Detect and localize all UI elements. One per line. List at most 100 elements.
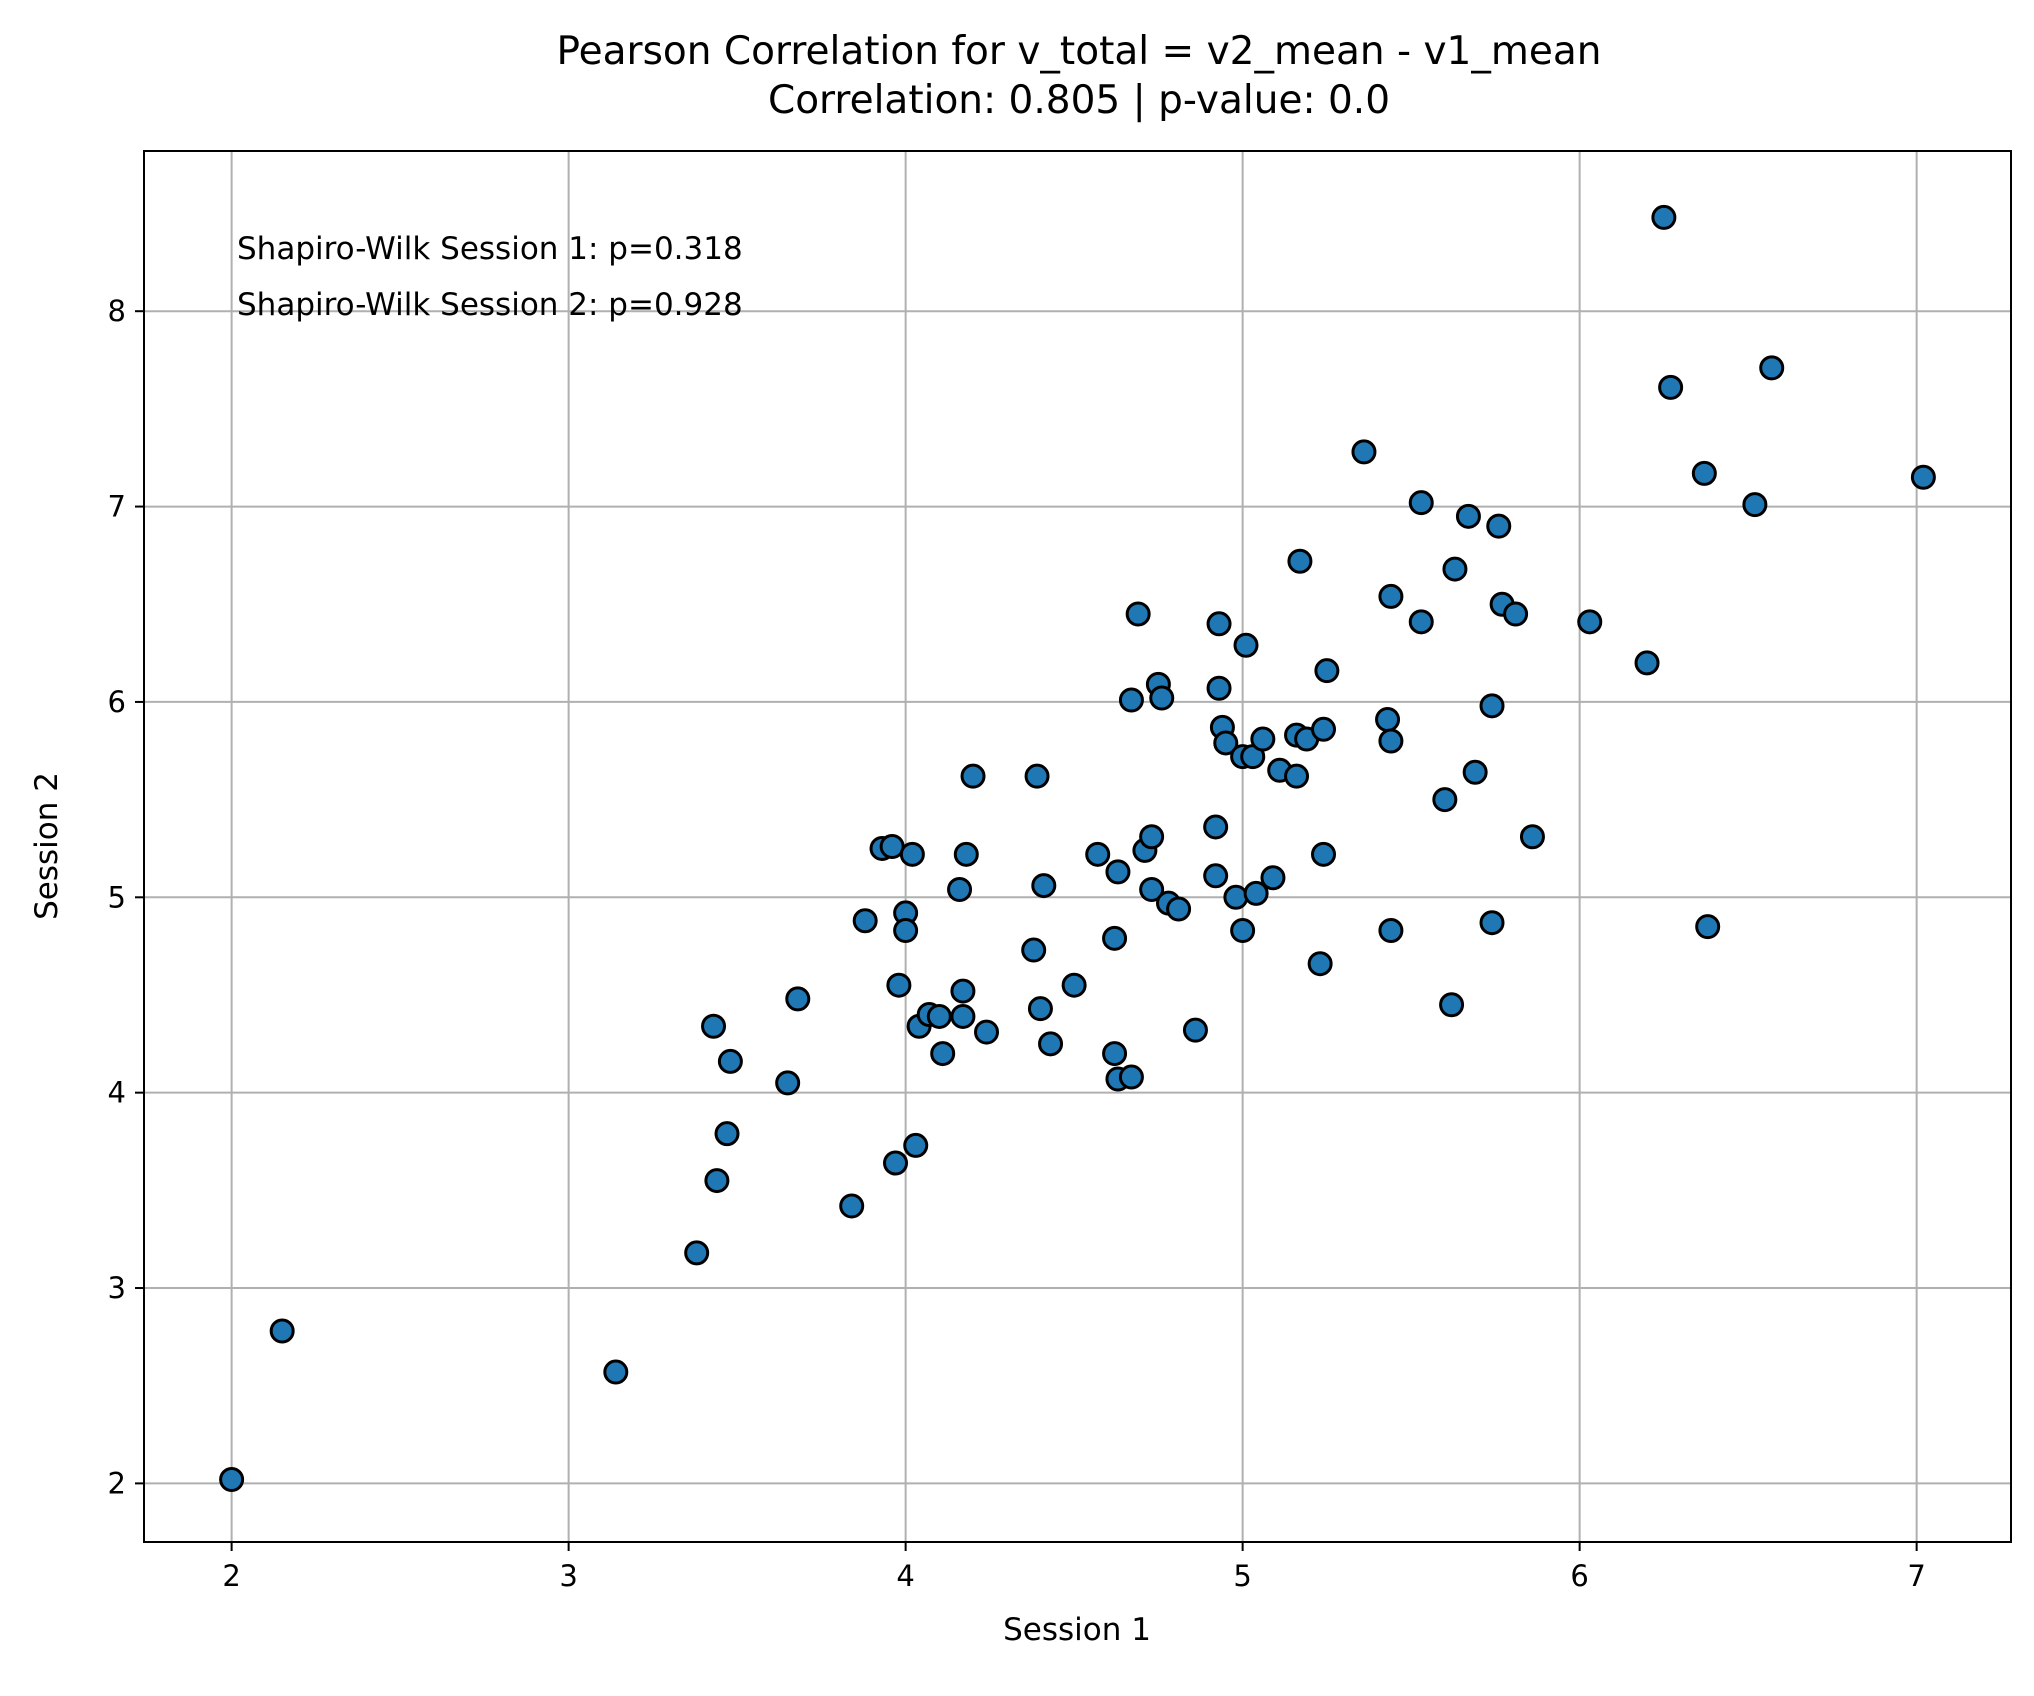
scatter-point [1102,1041,1128,1067]
scatter-point [1503,601,1529,627]
scatter-point [1311,716,1337,742]
annotation-shapiro-session-1: Shapiro-Wilk Session 1: p=0.318 [237,231,743,267]
tick-marks [135,310,1918,1551]
scatter-point [1203,863,1229,889]
scatter-point [1759,355,1785,381]
scatter-point [1024,763,1050,789]
scatter-point [1166,896,1192,922]
y-axis-label: Session 2 [29,772,65,920]
scatter-point [1260,865,1286,891]
scatter-point [1287,548,1313,574]
y-tick-label: 2 [108,1466,126,1500]
y-tick-label: 7 [108,490,126,524]
scatter-point [1408,490,1434,516]
scatter-point [1284,763,1310,789]
scatter-point [1742,492,1768,518]
scatter-point [1206,611,1232,637]
scatter-point [879,834,905,859]
scatter-point [893,918,919,944]
scatter-point [1125,601,1151,627]
y-tick-label: 8 [108,294,126,328]
y-tick-label: 3 [108,1271,126,1305]
y-tick-label: 5 [108,880,126,914]
scatter-point [775,1070,801,1096]
x-tick-label: 7 [1907,1559,1925,1593]
scatter-point [1027,996,1053,1022]
scatter-point [1139,876,1165,902]
y-tick-labels: 2 3 4 5 6 7 8 [108,294,126,1500]
scatter-point [883,1150,909,1176]
scatter-point [1351,439,1377,465]
data-points [219,204,1936,1492]
scatter-point [1439,992,1465,1018]
scatter-point [950,978,976,1004]
scatter-point [1375,707,1401,733]
scatter-point [1102,925,1128,951]
scatter-point [1243,880,1269,906]
scatter-point [1307,951,1333,977]
scatter-point [1213,730,1239,756]
scatter-point [1432,787,1458,813]
scatter-point [1634,650,1660,676]
scatter-point [1031,873,1057,899]
scatter-point [1085,841,1111,867]
scatter-point [1233,632,1259,658]
scatter-point [950,1003,976,1029]
scatter-point [714,1121,740,1147]
scatter-point [1378,583,1404,609]
x-tick-label: 4 [896,1559,914,1593]
scatter-point [1378,728,1404,754]
scatter-point [1223,884,1249,910]
scatter-point [1149,685,1175,711]
scatter-point [1479,910,1505,936]
scatter-point [269,1318,295,1344]
scatter-point [974,1019,1000,1045]
scatter-point [930,1041,956,1067]
plot-frame [143,150,2012,1543]
scatter-point [1250,726,1276,752]
scatter-point [1314,658,1340,684]
scatter-point [886,972,912,998]
y-tick-label: 6 [108,685,126,719]
scatter-point [1479,693,1505,719]
scatter-point [1230,918,1256,944]
annotation-shapiro-session-2: Shapiro-Wilk Session 2: p=0.928 [237,287,743,323]
scatter-point [1691,460,1717,486]
x-tick-labels: 2 3 4 5 6 7 [222,1559,1925,1593]
y-tick-label: 4 [108,1076,126,1110]
scatter-point [1695,914,1721,940]
scatter-point [852,908,878,934]
scatter-point [1910,464,1936,490]
x-tick-label: 3 [559,1559,577,1593]
x-tick-label: 6 [1570,1559,1588,1593]
scatter-point [1021,937,1047,963]
scatter-point [603,1359,629,1385]
scatter-point [717,1048,743,1074]
chart-title: Pearson Correlation for v_total = v2_mea… [557,29,1602,74]
x-tick-label: 2 [222,1559,240,1593]
scatter-point [1203,814,1229,840]
scatter-point [1378,918,1404,944]
scatter-point [219,1466,245,1492]
scatter-point [1442,556,1468,582]
scatter-point [1519,824,1545,850]
scatter-point [1651,204,1677,230]
scatter-point [1658,374,1684,400]
scatter-point [1462,759,1488,785]
scatter-point [947,876,973,902]
scatter-point [953,841,979,867]
scatter-point [1061,972,1087,998]
scatter-point [1577,609,1603,635]
scatter-point [1118,1064,1144,1090]
scatter-point [1105,859,1131,885]
scatter-point [1486,513,1512,539]
scatter-point [1118,687,1144,713]
scatter-point [839,1193,865,1219]
scatter-point [960,763,986,789]
scatter-point [1455,503,1481,529]
x-axis-label: Session 1 [1003,1612,1151,1648]
scatter-point [684,1240,710,1266]
scatter-point [1408,609,1434,635]
